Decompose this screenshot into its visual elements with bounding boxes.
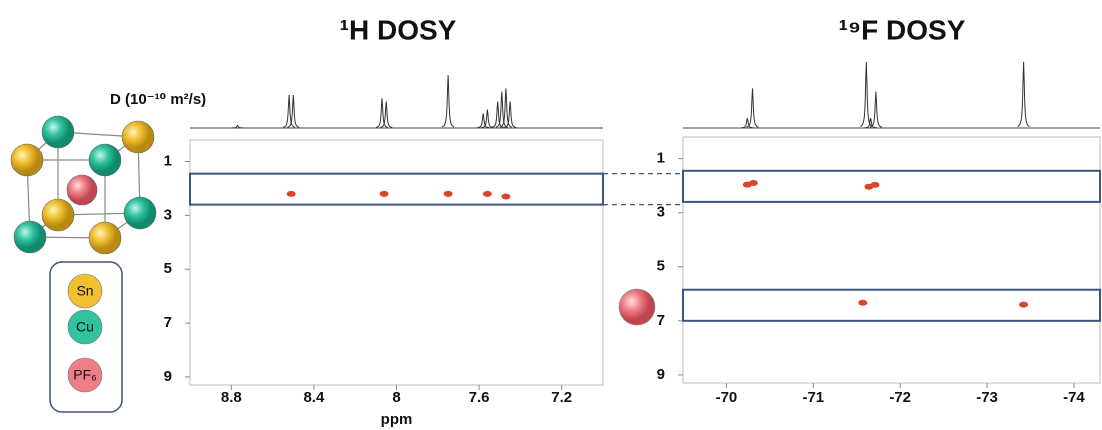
- spectrum-peak: [282, 94, 296, 128]
- cross-peak: [379, 190, 389, 197]
- spectrum-peak: [1017, 61, 1030, 127]
- spectrum-peak: [741, 117, 754, 129]
- spectrum-peak: [746, 88, 759, 128]
- spectrum-peak: [504, 101, 517, 128]
- y-tick-label: 5: [164, 260, 172, 277]
- spectrum-peak: [231, 124, 244, 129]
- x-tick-label: -74: [1063, 389, 1085, 406]
- x-tick-label: 8.8: [221, 389, 242, 406]
- y-tick-label: 3: [657, 204, 665, 221]
- x-tick-label: 8: [392, 389, 400, 406]
- highlight-box: [682, 288, 1101, 322]
- x-tick-label: -72: [889, 389, 911, 406]
- spectrum-peak: [491, 101, 504, 128]
- y-tick-label: 9: [164, 368, 172, 385]
- key-label: PF₆: [73, 367, 97, 383]
- key-label: Cu: [76, 319, 94, 335]
- x-tick-label: 7.2: [551, 389, 572, 406]
- cross-peak: [482, 190, 492, 197]
- cross-peak: [443, 190, 453, 197]
- highlight-box: [189, 172, 604, 206]
- y-axis-label: D (10⁻¹⁰ m²/s): [110, 91, 206, 108]
- y-tick-label: 5: [657, 258, 665, 275]
- key-box: [49, 261, 123, 413]
- cross-peak: [870, 181, 880, 188]
- cross-peak: [858, 299, 868, 306]
- cube-atoms: [10, 115, 157, 255]
- key-swatch: [67, 273, 103, 309]
- spectrum-peak: [375, 98, 389, 128]
- plot-frame: [189, 139, 604, 386]
- spectrum-peak: [477, 113, 490, 129]
- plot-frame: [682, 136, 1101, 384]
- x-tick-label: -70: [716, 389, 738, 406]
- y-tick-label: 7: [164, 314, 172, 331]
- x-tick-label: 7.6: [469, 389, 490, 406]
- cross-peak: [501, 193, 511, 200]
- spectrum-peak: [869, 91, 882, 128]
- key-swatch: [67, 309, 103, 345]
- pf6-sphere: [618, 288, 656, 326]
- x-tick-label: 8.4: [303, 389, 325, 406]
- key-swatch: [67, 357, 103, 393]
- y-tick-label: 7: [657, 312, 665, 329]
- key-label: Sn: [76, 283, 93, 299]
- chart-title: ¹⁹F DOSY: [839, 14, 966, 45]
- x-tick-label: -71: [802, 389, 824, 406]
- spectrum-peak: [499, 88, 512, 128]
- spectrum-peak: [287, 94, 300, 128]
- spectrum-peak: [860, 61, 873, 127]
- y-tick-label: 1: [657, 150, 665, 167]
- x-axis-label: ppm: [381, 411, 413, 428]
- cross-peak: [748, 179, 758, 186]
- spectrum-peak: [864, 117, 877, 129]
- y-tick-label: 3: [164, 206, 172, 223]
- chart-title: ¹H DOSY: [340, 14, 457, 45]
- y-tick-label: 1: [164, 153, 172, 170]
- y-tick-label: 9: [657, 366, 665, 383]
- highlight-box: [682, 169, 1101, 203]
- spectrum-peak: [380, 101, 393, 128]
- cross-peak: [286, 190, 296, 197]
- x-tick-label: -73: [976, 389, 998, 406]
- spectrum-peak: [441, 75, 455, 128]
- cross-peak: [1019, 301, 1029, 308]
- spectrum-peak: [481, 109, 494, 129]
